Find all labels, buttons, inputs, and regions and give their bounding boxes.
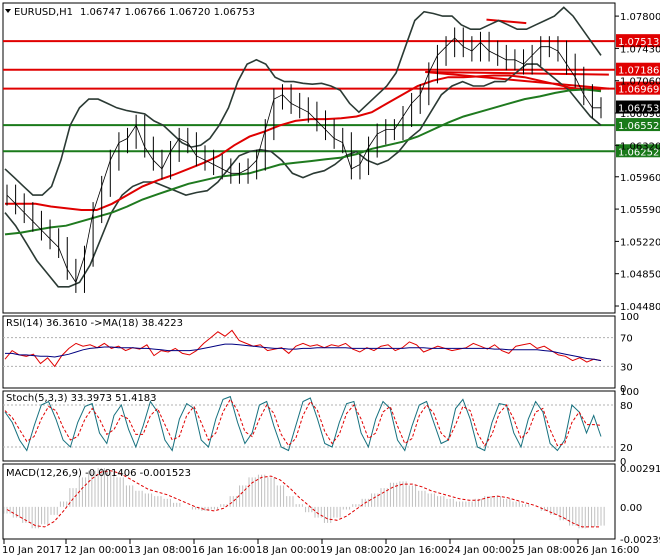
series-ma (5, 343, 602, 362)
osc-tick-label: 100 (620, 387, 639, 398)
series-bollinger_upper (4, 6, 602, 196)
time-tick-label: 19 Jan 08:00 (320, 545, 383, 556)
rsi-title: RSI(14) 36.3610 ->MA(18) 38.4223 (6, 318, 183, 329)
level-tag-label: 1.06969 (618, 85, 659, 96)
time-tick-label: 26 Jan 16:00 (576, 545, 639, 556)
current-price-label: 1.06753 (618, 104, 659, 115)
osc-tick-label: 30 (620, 362, 633, 373)
osc-tick-label: 100 (620, 312, 639, 323)
osc-tick-label: 80 (620, 401, 633, 412)
price-tick-label: 1.05220 (620, 237, 660, 248)
level-tag-label: 1.06552 (618, 121, 659, 132)
series-ma_red (5, 74, 602, 211)
price-axis: 1.07800 1.07430 1.07060 1.06690 1.06320 1.059… (615, 12, 660, 313)
time-tick-label: 16 Jan 16:00 (192, 545, 255, 556)
price-tick-label: 1.07800 (620, 12, 660, 23)
dropdown-triangle-icon[interactable] (5, 9, 11, 13)
rsi-panel: 100 70 30 0 (3, 312, 639, 395)
time-tick-label: 12 Jan 00:00 (64, 545, 127, 556)
macd-tick-label: 0.002918 (620, 464, 660, 475)
level-tag (616, 34, 660, 48)
level-tag (616, 144, 660, 158)
panel-frame-macd (2, 463, 616, 540)
macd-tick-label: 0.00 (620, 503, 642, 514)
price-levels: 1.07513 1.07186 1.06969 1.06552 1.06252 (3, 34, 660, 158)
macd-tick-label: -0.002394 (620, 535, 660, 546)
chart-header: EURUSD,H1 1.06747 1.06766 1.06720 1.0675… (5, 7, 255, 18)
price-tick-label: 1.05590 (620, 205, 660, 216)
time-tick-label: 10 Jan 2017 (2, 545, 62, 556)
level-tag-label: 1.07186 (618, 66, 659, 77)
price-tick-label: 1.07060 (620, 77, 660, 88)
price-trendlines (425, 18, 609, 90)
current-price-tag (616, 100, 660, 114)
osc-tick-label: 70 (620, 334, 633, 345)
price-tick-label: 1.04850 (620, 270, 660, 281)
macd-title: MACD(12,26,9) -0.001406 -0.001523 (6, 468, 191, 479)
series-ma_green_long (4, 88, 602, 236)
time-tick-label: 20 Jan 16:00 (384, 545, 447, 556)
macd-panel: 0.002918 0.00 -0.002394 (3, 464, 660, 546)
osc-tick-label: 0 (620, 384, 626, 395)
time-tick-label: 13 Jan 08:00 (128, 545, 191, 556)
panel-frame-rsi (2, 315, 616, 389)
osc-tick-label: 20 (620, 443, 633, 454)
price-tick-label: 1.04480 (620, 302, 660, 313)
series-close (6, 37, 601, 284)
time-tick-label: 25 Jan 08:00 (512, 545, 575, 556)
stochastic-panel: 100 80 20 0 (3, 387, 639, 468)
series-signal (4, 398, 602, 447)
series-rsi (4, 329, 602, 368)
time-tick-label: 24 Jan 00:00 (448, 545, 511, 556)
time-tick-label: 18 Jan 00:00 (256, 545, 319, 556)
level-tag (616, 81, 660, 95)
panel-frame-stoch (2, 390, 616, 462)
trendline (425, 70, 609, 90)
stochastic-title: Stoch(5,3,3) 33.3973 51.4183 (6, 393, 157, 404)
price-tick-label: 1.05960 (620, 173, 660, 184)
series-bollinger_lower (4, 63, 602, 288)
panel-frame-price (2, 2, 616, 314)
series-main (4, 395, 602, 452)
time-axis: 10 Jan 2017 12 Jan 00:00 13 Jan 08:00 16 Ja… (2, 539, 639, 556)
trendline (425, 70, 609, 76)
level-tag-label: 1.07513 (618, 37, 659, 48)
osc-tick-label: 0 (620, 457, 626, 468)
level-tag (616, 118, 660, 132)
price-candles (6, 27, 602, 293)
trendline (486, 18, 527, 25)
level-tag-label: 1.06252 (618, 147, 659, 158)
symbol-label: EURUSD,H1 (14, 7, 73, 18)
price-tick-label: 1.07430 (620, 44, 660, 55)
price-series (4, 6, 602, 288)
price-tick-label: 1.06320 (620, 141, 660, 152)
price-tick-label: 1.06690 (620, 109, 660, 120)
panel-frames (2, 2, 616, 540)
ohlc-label: 1.06747 1.06766 1.06720 1.06753 (80, 7, 255, 18)
series-macd-signal (6, 470, 601, 528)
level-tag (616, 62, 660, 76)
